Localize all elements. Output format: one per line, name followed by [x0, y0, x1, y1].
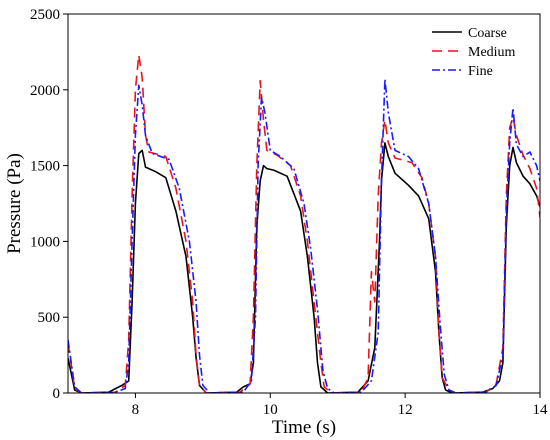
legend: Coarse Medium Fine [432, 26, 516, 79]
series-line-medium [68, 54, 540, 393]
series-line-fine [68, 78, 540, 393]
x-tick-label: 8 [132, 402, 140, 418]
y-tick-label: 1500 [30, 159, 60, 175]
x-tick-label: 10 [263, 402, 278, 418]
series-layer [68, 54, 540, 393]
plot-frame [67, 13, 541, 394]
y-tick-label: 0 [53, 386, 61, 402]
plot-area [67, 13, 541, 394]
y-axis-ticks: 0 500 1000 1500 2000 2500 [30, 7, 68, 402]
legend-label-fine: Fine [468, 64, 493, 79]
x-tick-label: 14 [533, 402, 549, 418]
series-line-coarse [68, 142, 540, 393]
x-axis-ticks: 8 10 12 14 [132, 393, 548, 418]
legend-label-medium: Medium [468, 45, 516, 60]
x-tick-label: 12 [398, 402, 413, 418]
x-axis-title: Time (s) [272, 417, 336, 438]
legend-label-coarse: Coarse [468, 26, 507, 41]
y-axis-title: Pressure (Pa) [4, 153, 25, 254]
y-tick-label: 2500 [30, 7, 60, 23]
y-tick-label: 2000 [30, 83, 60, 99]
y-tick-label: 1000 [30, 234, 60, 250]
y-tick-label: 500 [38, 310, 61, 326]
